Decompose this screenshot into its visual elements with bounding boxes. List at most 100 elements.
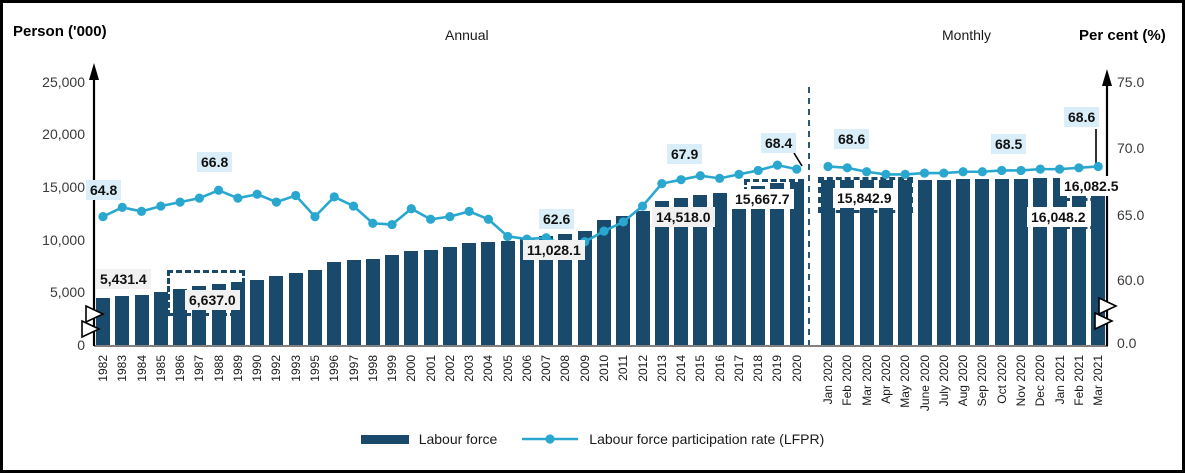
callout-lf-2008: 11,028.1 xyxy=(523,240,585,260)
callout-lfpr-2008: 62.6 xyxy=(539,209,575,229)
right-tick-65.0: 65.0 xyxy=(1117,207,1145,223)
lfpr-point-2010 xyxy=(599,226,609,236)
callout-lfpr-jan2020: 68.6 xyxy=(834,129,870,149)
bar-2007 xyxy=(539,236,554,345)
lfpr-point-oct-2020 xyxy=(997,165,1007,176)
callout-lf-2015: 14,518.0 xyxy=(652,207,715,227)
bar-2017 xyxy=(731,189,746,345)
lfpr-point-nov-2020 xyxy=(1016,165,1026,176)
right-tick-60.0: 60.0 xyxy=(1117,272,1145,288)
bar-jan-2020 xyxy=(821,179,835,345)
lfpr-point-jan-2021 xyxy=(1055,164,1065,174)
lfpr-point-mar-2021 xyxy=(1093,161,1103,172)
callout-lf-feb2021: 16,048.2 xyxy=(1027,207,1090,227)
lfpr-point-apr-2020 xyxy=(881,169,891,179)
bar-aug-2020 xyxy=(956,179,971,345)
lfpr-point-1990 xyxy=(252,189,262,199)
callout-lfpr-2020: 68.4 xyxy=(761,133,797,153)
lfpr-point-aug-2020 xyxy=(958,167,968,177)
callouts-layer: 64.8 66.8 62.6 67.9 68.4 68.6 68.5 68.6 5,431.4 6… xyxy=(3,3,1182,470)
bar-2008 xyxy=(558,234,573,345)
bar-2019 xyxy=(770,182,785,345)
bar-july-2020 xyxy=(936,179,951,345)
lfpr-point-2019 xyxy=(772,160,783,170)
bar-2010 xyxy=(597,219,612,345)
bar-2013 xyxy=(654,200,669,345)
bar-1982 xyxy=(96,298,110,345)
legend-bar-label: Labour force xyxy=(418,431,498,447)
lfpr-point-2018 xyxy=(753,165,763,176)
lfpr-point-2004 xyxy=(483,214,493,224)
left-tick-25000: 25,000 xyxy=(42,74,85,90)
bar-oct-2020 xyxy=(994,178,1009,345)
bar-feb-2020 xyxy=(840,179,855,345)
bar-2016 xyxy=(712,193,727,345)
lfpr-point-1988 xyxy=(214,185,224,195)
lfpr-point-may-2020 xyxy=(900,169,910,179)
lfpr-point-1996 xyxy=(329,192,339,202)
bar-1992 xyxy=(269,276,284,345)
left-tick-5000: 5,000 xyxy=(49,284,85,300)
lfpr-point-1998 xyxy=(368,218,378,228)
lfpr-point-dec-2020 xyxy=(1035,164,1045,174)
bar-sep-2020 xyxy=(975,179,990,345)
bar-nov-2020 xyxy=(1014,178,1028,345)
bar-1998 xyxy=(365,258,380,345)
left-axis-break-icon xyxy=(85,304,105,324)
lfpr-point-2003 xyxy=(464,206,474,216)
bar-2002 xyxy=(442,247,457,345)
y-ticks-layer: 25,000 20,000 15,000 10,000 5,000 0 75.0 70.0 65… xyxy=(3,3,1182,470)
highlight-box-3 xyxy=(818,177,913,213)
lfpr-point-2020 xyxy=(792,164,802,174)
lfpr-point-2011 xyxy=(618,217,628,227)
bar-2020 xyxy=(789,181,804,345)
lfpr-point-feb-2021 xyxy=(1074,163,1084,173)
bar-2006 xyxy=(519,238,534,345)
callout-lfpr-1982: 64.8 xyxy=(86,180,122,200)
lfpr-point-1982 xyxy=(98,212,108,222)
right-tick-70.0: 70.0 xyxy=(1117,140,1145,156)
bar-1986 xyxy=(173,289,188,345)
bar-2011 xyxy=(616,215,631,345)
lfpr-point-1992 xyxy=(271,197,282,207)
callout-lf-jan2020: 15,842.9 xyxy=(833,188,896,208)
lfpr-point-2012 xyxy=(637,201,648,211)
bar-1985 xyxy=(153,291,168,345)
left-axis-break-icon xyxy=(81,319,101,339)
bar-1984 xyxy=(134,294,149,345)
annual-section-label: Annual xyxy=(445,27,489,43)
lfpr-point-2000 xyxy=(406,204,416,214)
bar-2018 xyxy=(751,186,766,345)
right-axis-arrow-icon xyxy=(1102,69,1112,86)
bar-2005 xyxy=(500,241,515,345)
bar-apr-2020 xyxy=(878,180,893,345)
bar-2004 xyxy=(481,242,496,345)
pointer-68-4 xyxy=(793,152,803,167)
lfpr-point-1995 xyxy=(310,212,320,222)
lfpr-point-sep-2020 xyxy=(977,167,988,177)
lfpr-point-2015 xyxy=(695,171,705,181)
lfpr-point-1983 xyxy=(117,202,127,212)
bar-2014 xyxy=(674,197,689,345)
right-axis-break-icon xyxy=(1094,311,1114,331)
lfpr-point-1997 xyxy=(348,201,359,211)
lfpr-point-1985 xyxy=(156,201,166,211)
lfpr-point-1993 xyxy=(291,190,301,201)
lfpr-point-1999 xyxy=(387,219,397,230)
callout-lfpr-1988: 66.8 xyxy=(197,152,233,172)
callout-lf-1982: 5,431.4 xyxy=(96,269,151,289)
bar-2012 xyxy=(635,210,650,345)
callout-lfpr-2015: 67.9 xyxy=(667,144,703,164)
highlight-box-1 xyxy=(167,270,245,316)
right-tick-0.0: 0.0 xyxy=(1117,335,1137,351)
bar-1983 xyxy=(115,296,130,345)
bar-2015 xyxy=(693,194,708,345)
lfpr-point-2013 xyxy=(657,179,667,189)
lfpr-point-2002 xyxy=(445,212,455,222)
lfpr-point-2005 xyxy=(503,231,513,242)
bar-1990 xyxy=(250,279,265,345)
left-axis-arrow-icon xyxy=(89,63,99,80)
lfpr-point-july-2020 xyxy=(939,168,949,178)
monthly-section-label: Monthly xyxy=(942,27,992,43)
